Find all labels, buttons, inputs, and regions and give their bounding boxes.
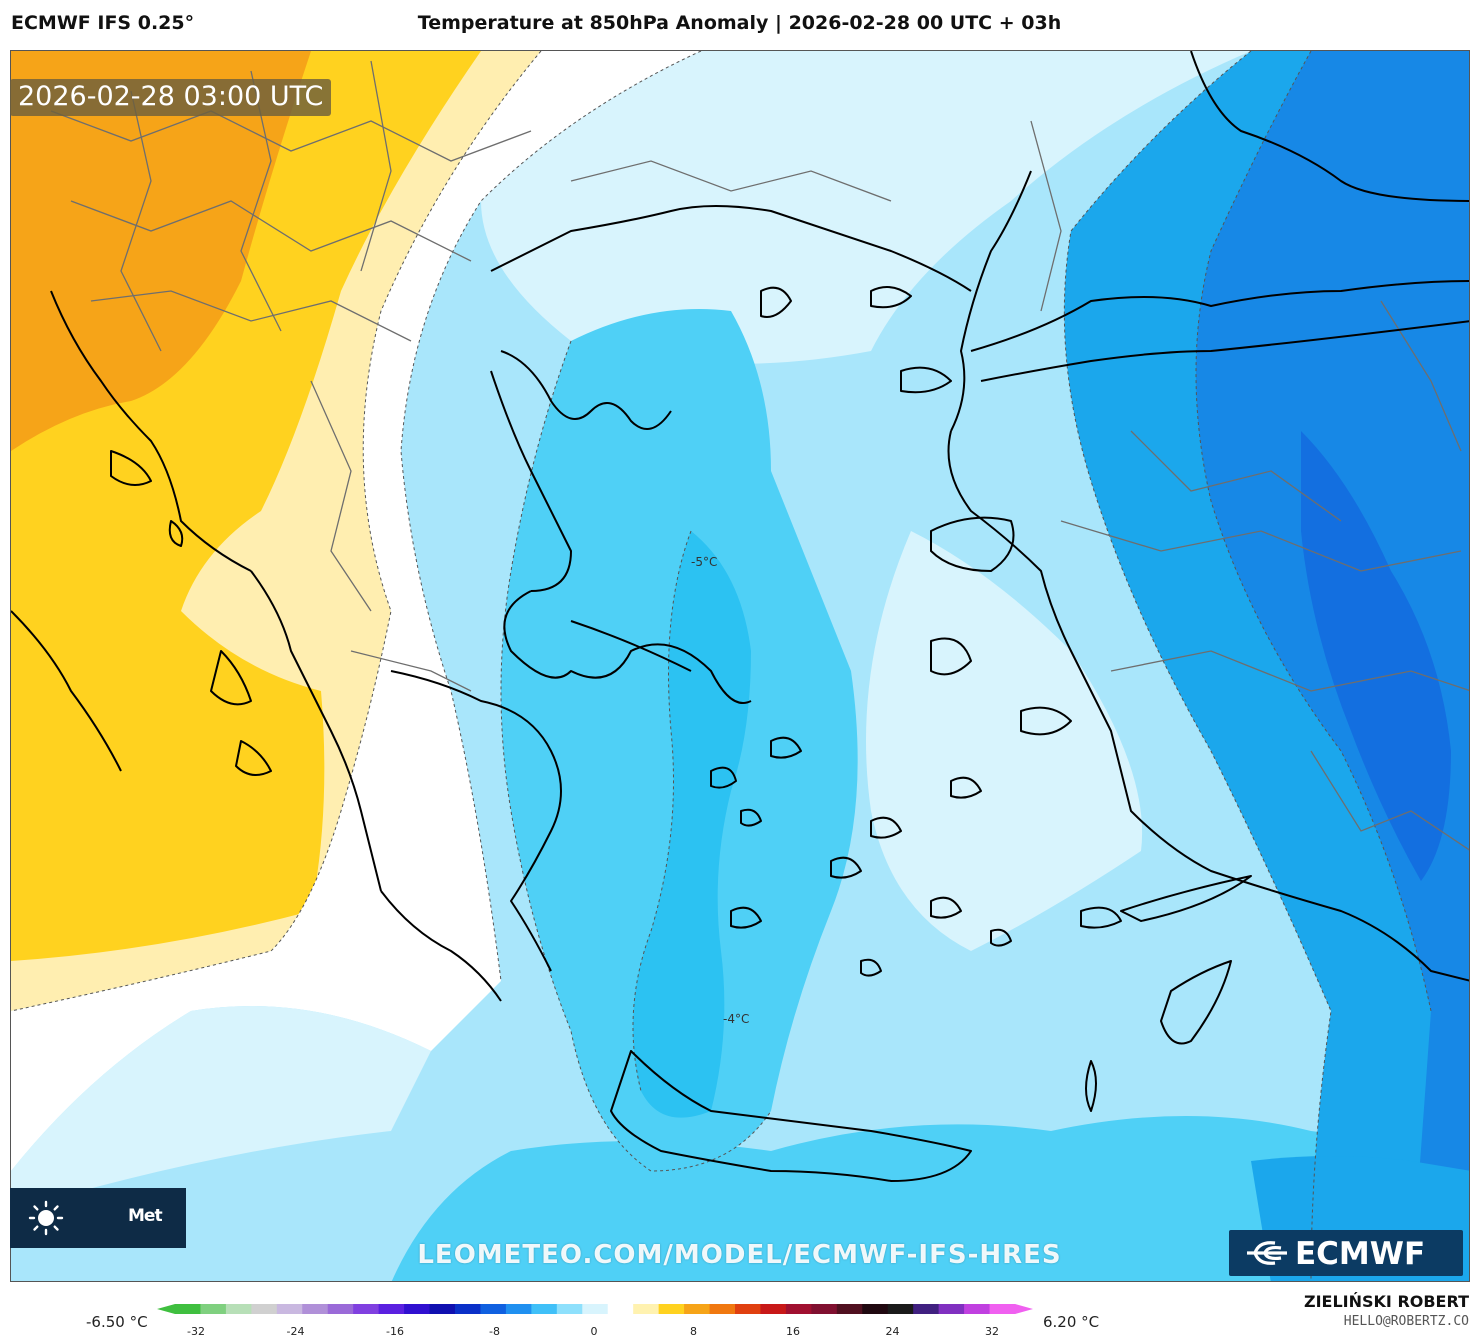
model-name: ECMWF IFS 0.25° [11,12,195,34]
colorbar-cell [429,1304,456,1314]
field-pale-blue [481,51,1251,364]
field-cyan-deep [633,531,751,1118]
map-canvas: -5°C -4°C [11,51,1469,1281]
colorbar-cell [633,1304,660,1314]
colorbar-cell [480,1304,507,1314]
colorbar-cell [200,1304,227,1314]
colorbar-cell [455,1304,481,1314]
colorbar-cell [811,1304,838,1314]
colorbar-cell [684,1304,711,1314]
colorbar-tick-label: 24 [885,1325,900,1338]
colorbar-cell [964,1304,991,1314]
sun-icon [28,1200,64,1236]
field-pale-blue-sw [11,1006,431,1211]
field-deep-blue [1301,431,1451,881]
author-credit: ZIELIŃSKI ROBERT [1303,1292,1469,1311]
colorbar-cell [505,1304,532,1314]
colorbar-cell [251,1304,278,1314]
colorbar-cell [302,1304,329,1314]
colorbar-tick-label: 8 [690,1325,697,1338]
colorbar-cell [735,1304,761,1314]
colorbar-cell [887,1304,914,1314]
watermark-url: LEOMETEO.COM/MODEL/ECMWF-IFS-HRES [417,1240,1062,1270]
field-pale-blue-aegean [866,531,1143,951]
colorbar-cell [556,1304,583,1314]
ecmwf-logo: ECMWF [1229,1230,1463,1276]
colorbar-cell [175,1304,201,1314]
colorbar-cell [760,1304,787,1314]
colorbar-cell [989,1304,1016,1314]
colorbar-cell [836,1304,863,1314]
colorbar-tick-label: -32 [187,1325,205,1338]
field-orange-ne [201,51,261,81]
colorbar-cell [353,1304,380,1314]
author-email: HELLO@ROBERTZ.CO [1343,1314,1469,1329]
valid-time-badge: 2026-02-28 03:00 UTC [10,79,332,116]
colorbar-cell [938,1304,965,1314]
colorbar-cell [378,1304,405,1314]
colorbar-cell [658,1304,685,1314]
political-borders [50,60,1469,851]
colorbar-min-label: -6.50 °C [86,1313,148,1331]
colorbar-cell [862,1304,889,1314]
contour-label-minus5: -5°C [691,555,717,569]
ecmwf-logo-text: ECMWF [1295,1236,1426,1272]
colorbar-cell [582,1304,609,1314]
field-white-band [11,51,701,1171]
colorbar-cell [531,1304,558,1314]
field-orange [11,51,311,451]
colorbar-tick-label: 0 [590,1325,598,1338]
contour-label-minus4: -4°C [723,1012,749,1026]
contour-lines [11,51,1432,1281]
colorbar-cell [913,1304,940,1314]
colorbar-cell [607,1304,634,1314]
provider-brand-text: Met [128,1206,163,1226]
colorbar-cell [327,1304,354,1314]
anomaly-map[interactable]: -5°C -4°C [10,50,1470,1282]
colorbar-tick-label: -16 [386,1325,404,1338]
colorbar-cell [404,1304,431,1314]
colorbar-cell [785,1304,812,1314]
colorbar-tick-label: -24 [286,1325,305,1338]
colorbar-max-label: 6.20 °C [1043,1313,1100,1331]
colorbar [157,1304,1033,1314]
colorbar-tick-label: -8 [489,1325,500,1338]
coastlines [11,51,1469,1182]
colorbar-cell [709,1304,736,1314]
colorbar-tick-label: 32 [985,1325,999,1338]
field-cyan-south [391,1116,1469,1281]
colorbar-cell [276,1304,303,1314]
ecmwf-logo-icon [1247,1241,1287,1265]
colorbar-cell [225,1304,252,1314]
provider-brand-box: Met [10,1188,186,1248]
colorbar-arrow-right [1015,1304,1033,1314]
colorbar-arrow-left [157,1304,175,1314]
map-title: Temperature at 850hPa Anomaly | 2026-02-… [417,12,1062,34]
colorbar-tick-label: 16 [786,1325,800,1338]
